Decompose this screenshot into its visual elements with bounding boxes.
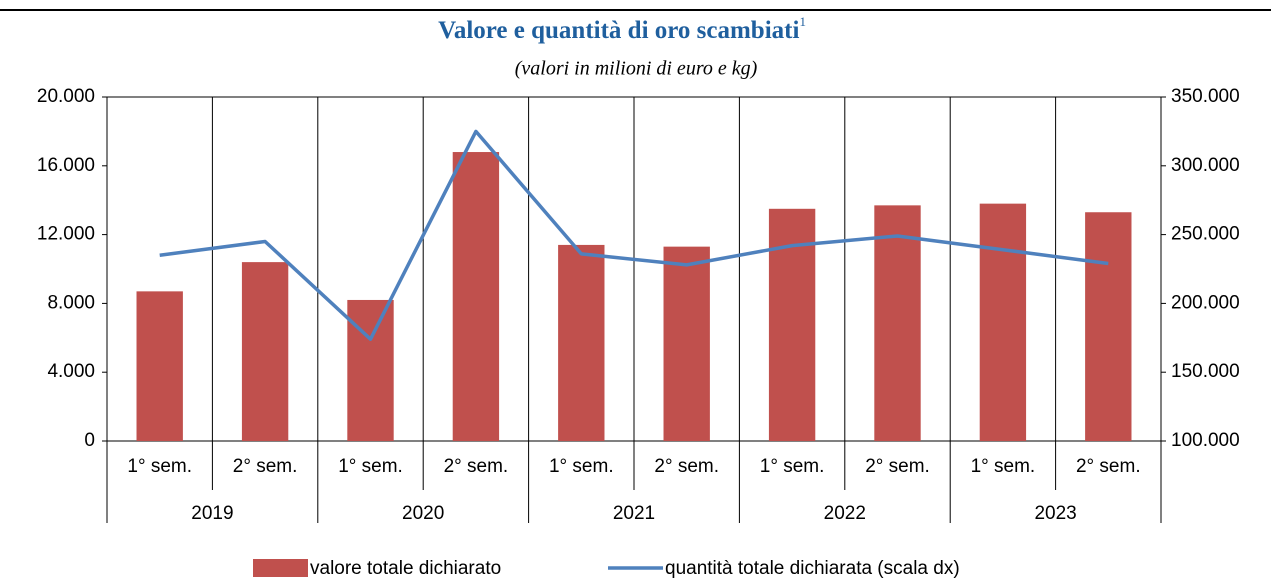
x-group-label: 2020 [402, 503, 444, 524]
title-note: 1 [799, 14, 806, 29]
bar [136, 291, 183, 441]
x-tick-label: 2° sem. [1076, 456, 1141, 477]
y-tick-label: 4.000 [47, 361, 95, 382]
x-tick-label: 1° sem. [971, 456, 1036, 477]
x-group-label: 2023 [1034, 503, 1076, 524]
chart-subtitle: (valori in milioni di euro e kg) [515, 58, 758, 80]
title-text: Valore e quantità di oro scambiati [438, 17, 799, 44]
y-tick-label: 12.000 [37, 224, 95, 245]
legend-swatch [253, 559, 308, 577]
y-tick-label: 0 [84, 430, 95, 451]
y2-tick-label: 350.000 [1171, 86, 1240, 107]
x-group-label: 2022 [824, 503, 866, 524]
y2-tick-label: 200.000 [1171, 292, 1240, 313]
x-tick-label: 1° sem. [549, 456, 614, 477]
x-tick-label: 1° sem. [760, 456, 825, 477]
bar [1085, 212, 1132, 441]
legend-label: quantità totale dichiarata (scala dx) [665, 558, 960, 579]
chart-title: Valore e quantità di oro scambiati1 [438, 14, 806, 44]
bar [874, 205, 921, 441]
x-tick-label: 2° sem. [444, 456, 509, 477]
y2-tick-label: 100.000 [1171, 430, 1240, 451]
bar [452, 152, 500, 442]
bar [347, 299, 394, 441]
x-group-label: 2019 [191, 503, 233, 524]
y-tick-label: 20.000 [37, 86, 95, 107]
y-tick-label: 8.000 [47, 292, 95, 313]
legend-label: valore totale dichiarato [310, 558, 501, 579]
x-tick-label: 1° sem. [127, 456, 192, 477]
bar [558, 244, 605, 441]
bar [979, 203, 1027, 441]
y2-tick-label: 300.000 [1171, 155, 1240, 176]
y2-tick-label: 150.000 [1171, 361, 1240, 382]
line [159, 129, 1109, 341]
x-group-label: 2021 [613, 503, 655, 524]
x-tick-label: 2° sem. [233, 456, 298, 477]
x-tick-label: 2° sem. [865, 456, 930, 477]
x-tick-label: 2° sem. [654, 456, 719, 477]
x-tick-label: 1° sem. [338, 456, 403, 477]
y-tick-label: 16.000 [37, 155, 95, 176]
bar [241, 262, 289, 441]
bar [663, 246, 710, 441]
y2-tick-label: 250.000 [1171, 224, 1240, 245]
